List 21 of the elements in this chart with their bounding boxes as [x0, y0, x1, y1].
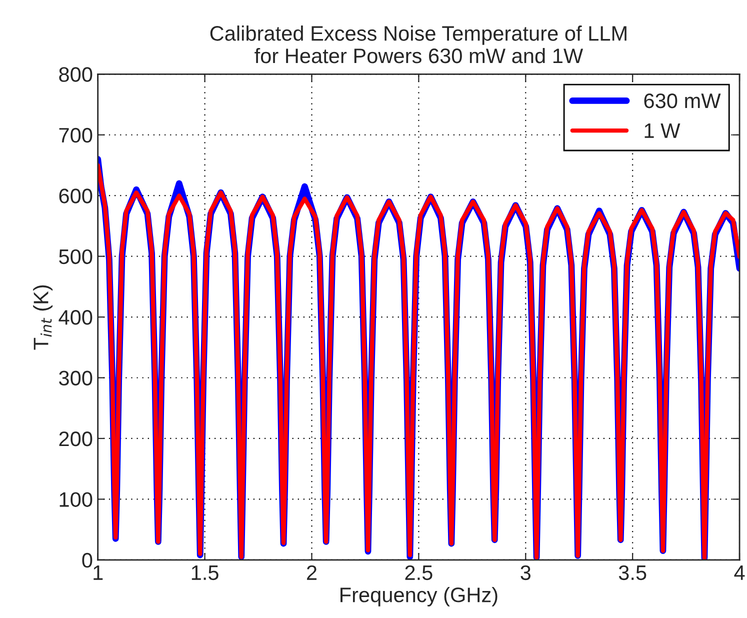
y-tick-label: 300	[59, 370, 92, 386]
chart-title: Calibrated Excess Noise Temperature of LLM for Heater Powers 630 mW and 1W	[210, 26, 626, 64]
y-tick-label: 500	[59, 249, 92, 264]
x-tick-label: 2	[307, 565, 316, 580]
y-tick-label: 600	[59, 188, 92, 204]
y-axis-title: T$_{int}$ (K)	[33, 285, 53, 350]
x-tick-label: 3	[520, 565, 531, 580]
y-tick-label: 700	[59, 128, 92, 143]
legend-label: 630 mW	[644, 93, 721, 108]
x-tick-label: 2.5	[405, 565, 432, 580]
x-tick-label: 3.5	[618, 565, 646, 580]
y-tick-label: 200	[59, 431, 92, 446]
y-tick-label: 400	[58, 310, 92, 325]
x-tick-label: 4	[734, 566, 745, 580]
y-tick-label: 0	[82, 552, 92, 568]
legend-label: 1 W	[644, 124, 680, 138]
y-tick-label: 800	[59, 67, 92, 82]
x-tick-label: 1.5	[192, 566, 218, 580]
x-tick-label: 1	[94, 566, 103, 580]
x-axis-title: Frequency (GHz)	[340, 586, 498, 606]
y-tick-label: 100	[60, 492, 92, 507]
